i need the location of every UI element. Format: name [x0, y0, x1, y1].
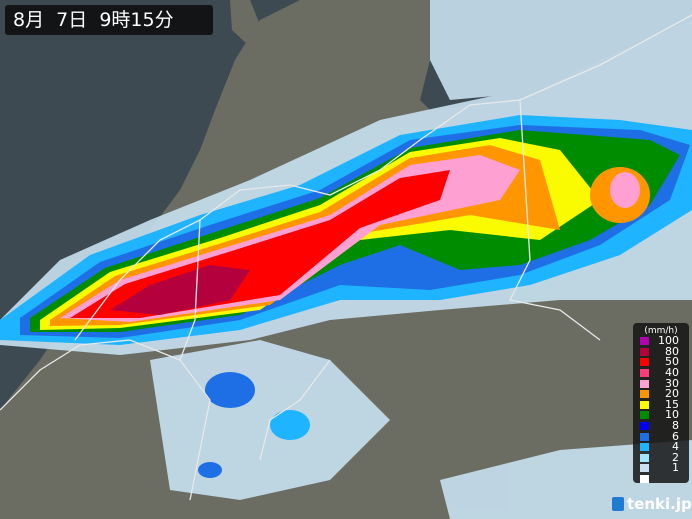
legend-label: 20 — [665, 387, 679, 401]
legend-item — [633, 474, 689, 485]
legend-label: 80 — [665, 344, 679, 358]
legend-swatch — [640, 358, 649, 367]
island — [230, 0, 260, 45]
legend-unit: (mm/h) — [644, 326, 678, 336]
legend-item: 2 — [633, 450, 689, 464]
legend-label: 30 — [665, 376, 679, 390]
legend-label: 6 — [672, 429, 679, 443]
legend-item: 8 — [633, 419, 689, 433]
legend-label: 100 — [658, 334, 679, 348]
legend-swatch — [640, 453, 649, 462]
rain-moderate — [0, 115, 692, 345]
legend-swatch — [640, 411, 649, 420]
legend-swatch — [640, 369, 649, 378]
prefecture-borders — [0, 14, 692, 501]
legend-swatch — [640, 422, 649, 431]
legend-label: 50 — [665, 355, 679, 369]
legend-label: 2 — [672, 450, 679, 464]
legend-label: 1 — [672, 461, 679, 475]
legend-swatch — [640, 337, 649, 346]
legend-label: 15 — [665, 397, 679, 411]
legend-label: 10 — [665, 408, 679, 422]
observation-datetime: 8月 7日 9時15分 — [5, 5, 213, 35]
rain-scattered — [198, 372, 310, 478]
legend-swatch — [640, 432, 649, 441]
legend-swatch — [640, 347, 649, 356]
legend-swatch — [640, 390, 649, 399]
legend-label: 4 — [672, 440, 679, 454]
legend-item: 6 — [633, 431, 689, 442]
legend-swatch — [640, 464, 649, 473]
legend-item: 30 — [633, 378, 689, 389]
legend-item: 1 — [633, 461, 689, 475]
legend-item: 20 — [633, 387, 689, 401]
precipitation-legend: (mm/h) 100 80 50 40 30 20 15 10 8 6 4 2 1 — [633, 323, 689, 485]
tenki-logo-icon — [612, 497, 624, 511]
legend-item: 40 — [633, 366, 689, 380]
legend-swatch — [640, 475, 649, 484]
legend-item: 80 — [633, 344, 689, 358]
legend-label: 8 — [672, 419, 679, 433]
legend-label: 40 — [665, 366, 679, 380]
brand-name: tenki.jp — [627, 495, 692, 513]
legend-item: 100 — [633, 334, 689, 348]
legend-swatch — [640, 400, 649, 409]
legend-swatch — [640, 379, 649, 388]
legend-item: 15 — [633, 397, 689, 411]
tenki-logo: tenki.jp — [612, 495, 692, 513]
legend-item: 10 — [633, 408, 689, 422]
legend-item: 4 — [633, 440, 689, 454]
legend-swatch — [640, 443, 649, 452]
legend-item: 50 — [633, 355, 689, 369]
